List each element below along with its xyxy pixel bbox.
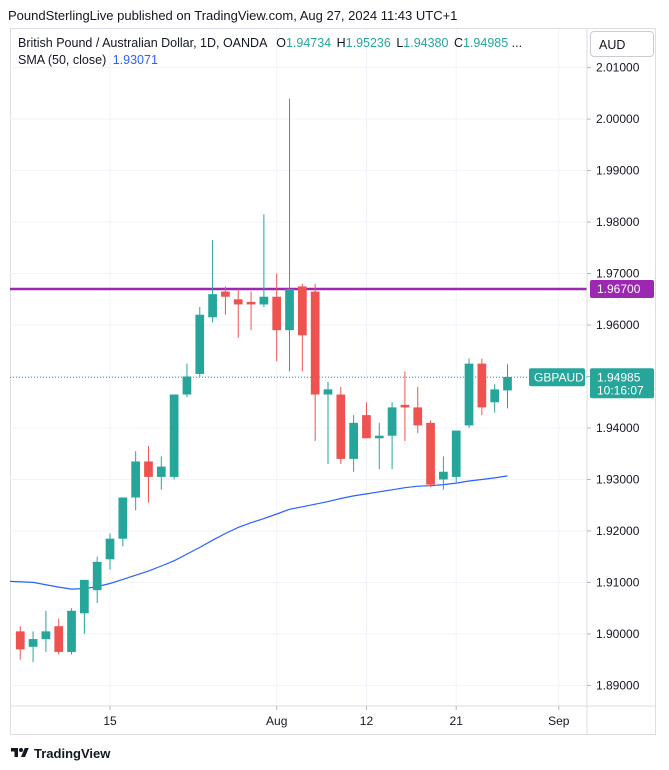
- price-tick-label: 1.93000: [596, 472, 640, 486]
- candle-body: [182, 376, 192, 395]
- candle-body: [323, 389, 333, 395]
- legend-high-value: 1.95236: [345, 36, 391, 50]
- candle-body: [451, 430, 461, 477]
- price-tick-label: 2.00000: [596, 112, 640, 126]
- candle-body: [156, 466, 166, 477]
- symbol-tag-text: GBPAUD: [534, 370, 584, 384]
- candle-body: [169, 394, 179, 477]
- legend-low-value: 1.94380: [403, 36, 449, 50]
- candle-body: [259, 296, 269, 305]
- candle-body: [67, 610, 76, 652]
- footer: TradingView: [10, 743, 110, 763]
- candle-body: [477, 363, 487, 408]
- candles: [15, 98, 512, 663]
- price-tick-label: 1.96000: [596, 318, 640, 332]
- price-tick-label: 1.99000: [596, 164, 640, 178]
- legend-open-label: O: [276, 36, 286, 50]
- candle-body: [400, 404, 410, 408]
- legend-high-label: H: [336, 36, 346, 50]
- candle-body: [105, 538, 115, 560]
- price-axis: 2.01000 2.00000 1.99000 1.98000 1.97000 1.960…: [586, 29, 640, 735]
- sma-label[interactable]: SMA (50, close): [18, 53, 107, 67]
- candle-body: [144, 461, 153, 477]
- candle-body: [131, 461, 141, 498]
- candle-body: [221, 291, 230, 297]
- level-price-tag: [590, 279, 654, 298]
- price-tick-label: 1.98000: [596, 215, 640, 229]
- last-price-tag-text: 1.94985: [597, 370, 641, 384]
- legend-close-label: C: [453, 36, 463, 50]
- price-tick-label: 2.01000: [596, 61, 640, 75]
- sma-value: 1.93071: [112, 53, 158, 67]
- candle-body: [246, 301, 256, 305]
- price-tick-label: 1.89000: [596, 678, 640, 692]
- legend-open-value: 1.94734: [285, 36, 332, 50]
- candle-body: [297, 286, 307, 336]
- legend-low-label: L: [396, 36, 404, 50]
- price-tick-label: 1.90000: [596, 627, 640, 641]
- candle-body: [28, 639, 38, 647]
- sma-line: [9, 475, 508, 590]
- candle-body: [208, 294, 217, 318]
- countdown-tag-text: 10:16:07: [597, 383, 644, 397]
- last-price-tag: [590, 368, 654, 399]
- symbol-tag: [529, 368, 585, 387]
- legend-title: British Pound / Australian Dollar, 1D, O…: [18, 36, 267, 50]
- chart-legend: British Pound / Australian Dollar, 1D, O…: [18, 35, 522, 69]
- level-price-tag-text: 1.96700: [597, 282, 641, 296]
- candle-body: [310, 291, 320, 395]
- candle-body: [118, 497, 128, 539]
- price-tick-label: 1.92000: [596, 524, 640, 538]
- candle-body: [92, 561, 102, 591]
- candle-body: [374, 435, 384, 439]
- tradingview-logo-icon: [11, 748, 29, 757]
- tradingview-brand: TradingView: [34, 745, 111, 761]
- price-tick-label: 1.94000: [596, 421, 640, 435]
- candle-body: [195, 314, 205, 374]
- currency-button[interactable]: AUD: [590, 31, 654, 57]
- candle-body: [413, 407, 423, 426]
- candle-body: [387, 407, 397, 436]
- time-tick-label: 21: [450, 714, 464, 728]
- candle-body: [15, 631, 25, 650]
- price-tick-label: 1.91000: [596, 575, 640, 589]
- candle-body: [349, 422, 358, 459]
- time-axis: 15 Aug 12 21 Sep: [10, 705, 656, 728]
- candle-body: [54, 626, 64, 652]
- grid-lines: [10, 29, 587, 706]
- candle-body: [285, 288, 294, 331]
- price-tick-label: 1.97000: [596, 267, 640, 281]
- candle-body: [464, 363, 474, 426]
- candle-body: [336, 394, 346, 459]
- candle-body: [503, 377, 512, 391]
- candle-body: [426, 422, 435, 485]
- time-tick-label: 12: [360, 714, 374, 728]
- legend-close-value: 1.94985: [462, 36, 509, 50]
- legend-ellipsis[interactable]: ...: [511, 36, 523, 50]
- time-tick-label: Sep: [548, 714, 570, 728]
- candle-body: [439, 471, 448, 480]
- candle-body: [233, 299, 243, 305]
- candle-body: [41, 631, 51, 640]
- candle-body: [80, 579, 89, 614]
- chart-frame: [10, 28, 656, 735]
- candle-body: [490, 389, 500, 403]
- sma-layer: [9, 475, 508, 590]
- time-tick-label: 15: [103, 714, 117, 728]
- candle-body: [362, 415, 371, 439]
- candle-body: [272, 296, 282, 331]
- publisher-line: PoundSterlingLive published on TradingVi…: [8, 8, 458, 23]
- time-tick-label: Aug: [266, 714, 287, 728]
